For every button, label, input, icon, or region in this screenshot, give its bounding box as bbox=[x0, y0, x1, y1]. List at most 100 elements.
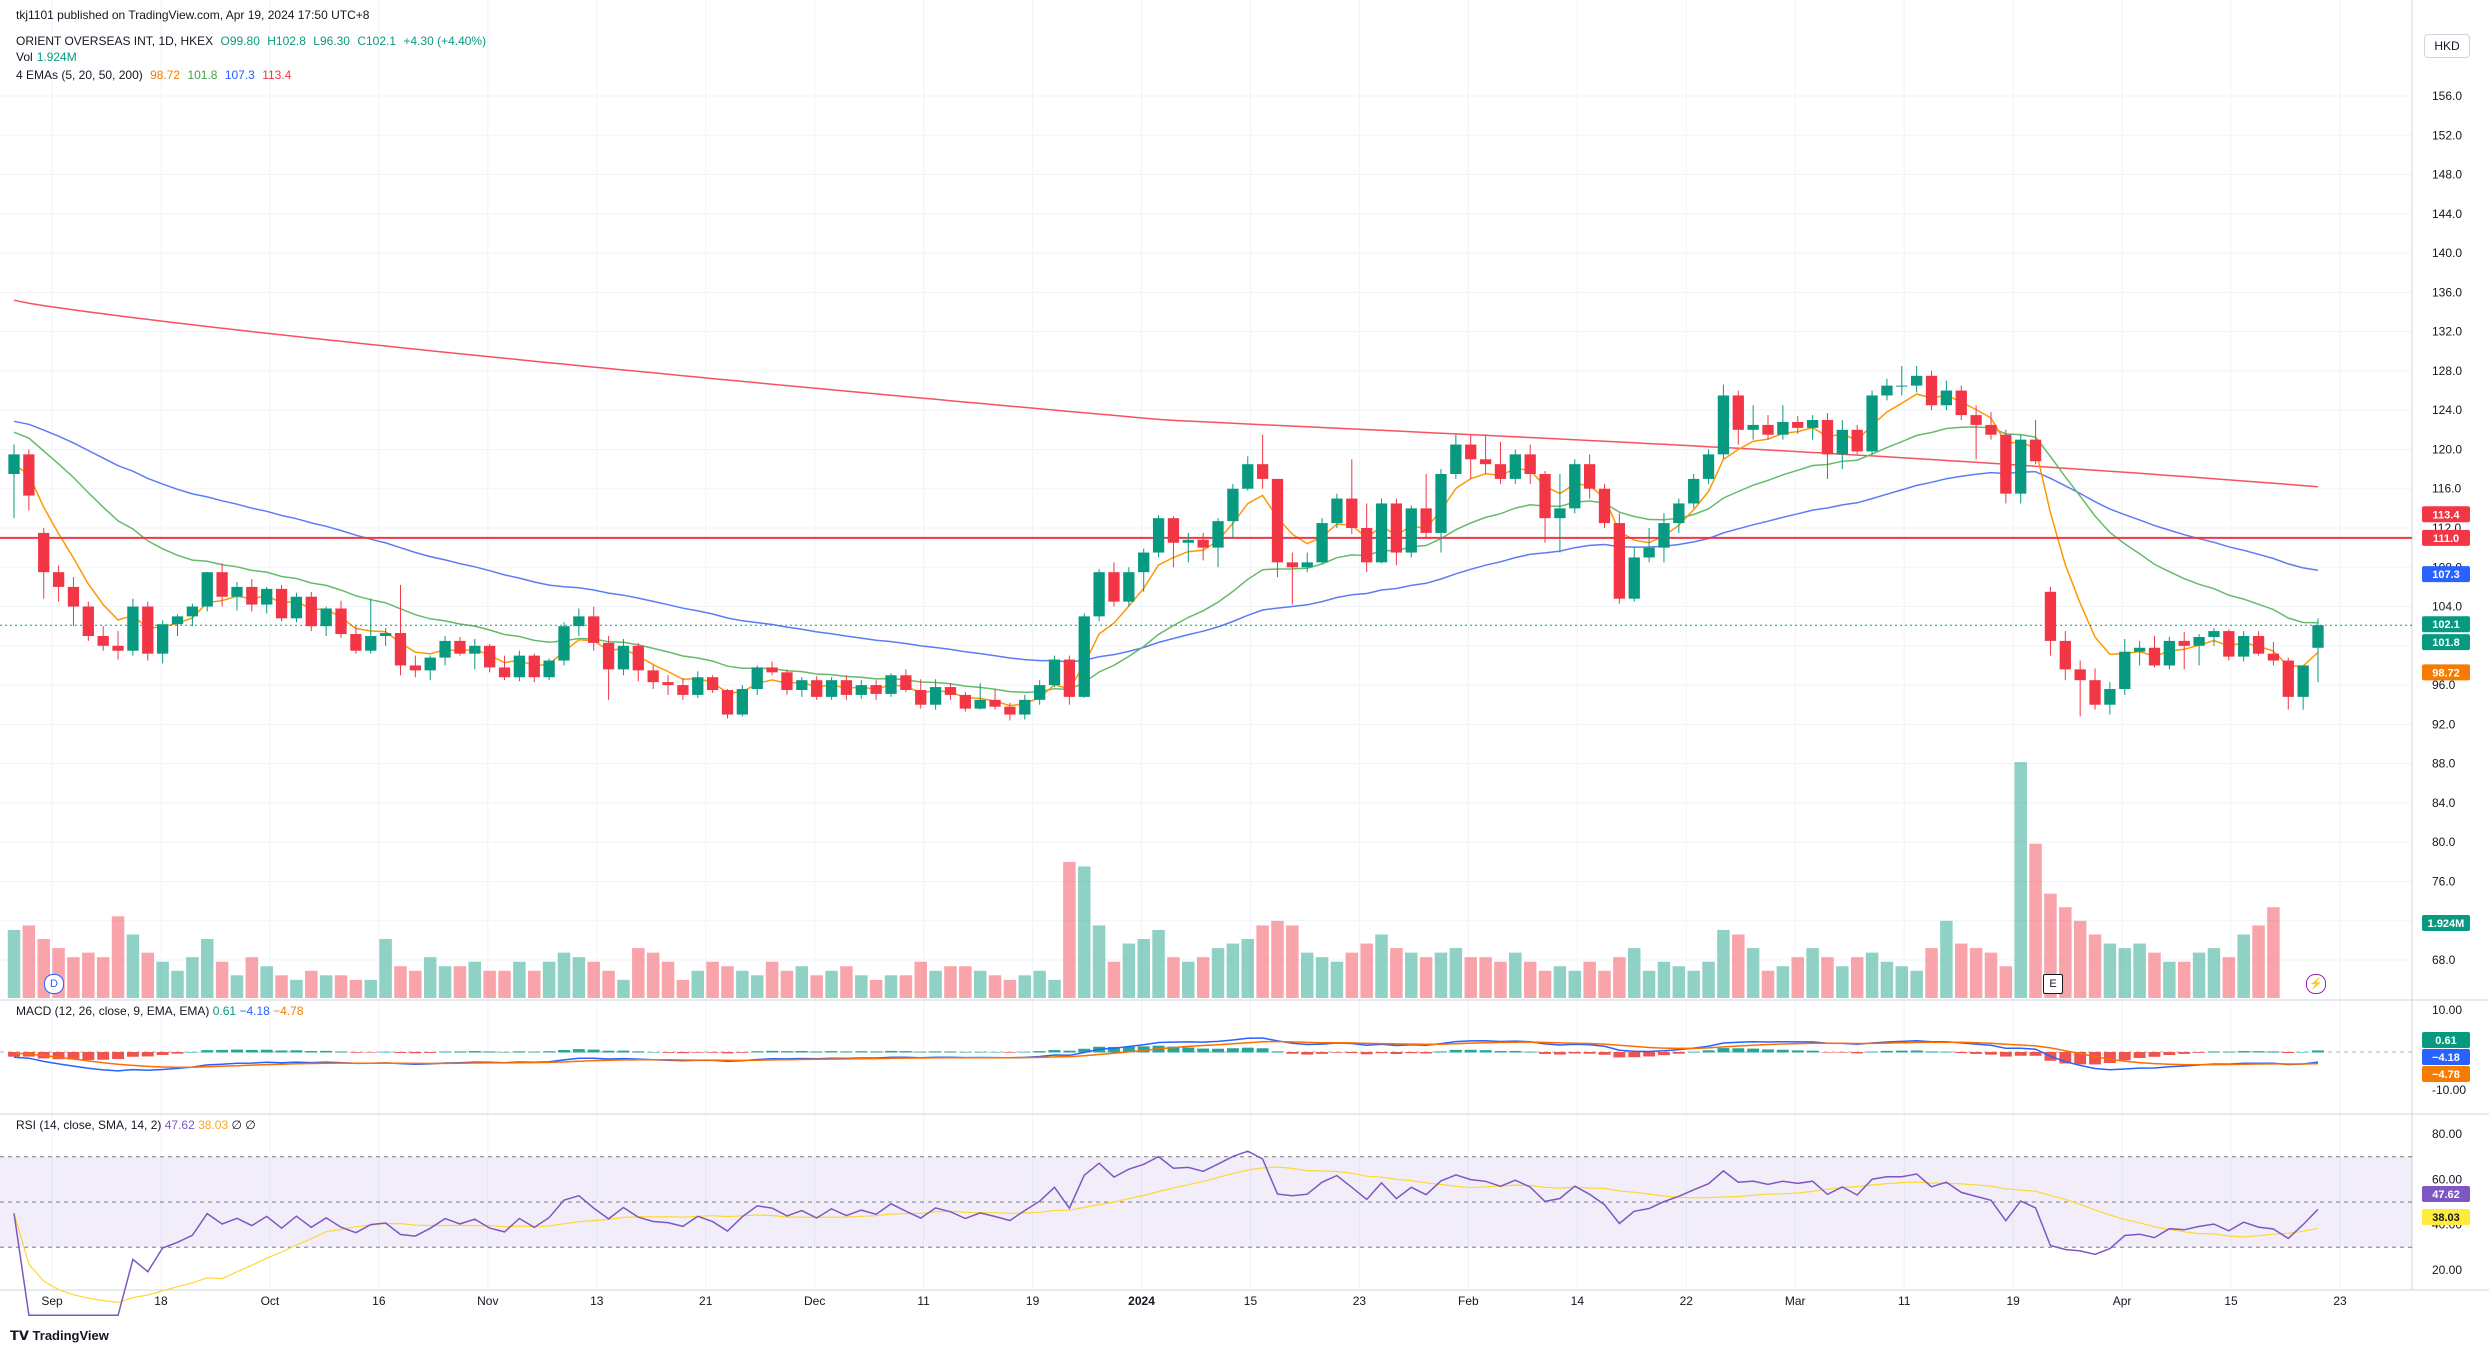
candle-body bbox=[781, 672, 793, 690]
candle-body bbox=[97, 636, 109, 646]
candle-body bbox=[1390, 503, 1403, 553]
ema50-value: 107.3 bbox=[224, 68, 255, 82]
volume-bar bbox=[82, 952, 95, 998]
candle-body bbox=[2029, 439, 2042, 462]
volume-bar bbox=[632, 948, 645, 998]
volume-bar bbox=[691, 970, 705, 998]
time-tick: Sep bbox=[41, 1294, 63, 1308]
badge-macd-hist-bg bbox=[2422, 1032, 2470, 1048]
badge-macd-signal: −4.78 bbox=[2432, 1069, 2460, 1081]
macd-histogram-bar bbox=[8, 1052, 20, 1057]
tradingview-logo[interactable]: 𝗧𝗩 TradingView bbox=[10, 1328, 109, 1343]
candle-body bbox=[2252, 636, 2265, 654]
candle-body bbox=[1242, 464, 1254, 489]
candle-body bbox=[602, 642, 615, 670]
candle-body bbox=[2223, 631, 2235, 657]
macd-histogram-bar bbox=[1197, 1048, 1210, 1053]
candle-body bbox=[469, 645, 481, 654]
volume-bar bbox=[245, 957, 259, 998]
time-tick: Feb bbox=[1458, 1294, 1479, 1308]
macd-histogram-bar bbox=[1048, 1050, 1061, 1053]
volume-bar bbox=[557, 952, 571, 998]
macd-histogram-bar bbox=[1732, 1048, 1745, 1053]
candle-body bbox=[2193, 636, 2205, 646]
candle-body bbox=[2089, 680, 2101, 705]
volume-bar bbox=[1241, 939, 1254, 998]
candle-body bbox=[706, 677, 719, 690]
volume-bar bbox=[394, 966, 407, 998]
candle-body bbox=[1732, 395, 1744, 430]
candle-body bbox=[275, 588, 288, 619]
volume-bar bbox=[275, 975, 288, 998]
volume-bar bbox=[1776, 966, 1790, 998]
macd-histogram-bar bbox=[1985, 1052, 1997, 1055]
time-tick: Mar bbox=[1785, 1294, 1806, 1308]
macd-histogram-bar bbox=[1836, 1052, 1849, 1053]
candle-body bbox=[2267, 653, 2280, 661]
candle-body bbox=[1450, 444, 1462, 474]
candle-body bbox=[2282, 660, 2294, 697]
volume-bar bbox=[1732, 934, 1745, 998]
price-tick: 124.0 bbox=[2432, 403, 2462, 417]
macd-histogram-bar bbox=[409, 1052, 422, 1054]
volume-bar bbox=[1152, 929, 1165, 998]
macd-histogram-bar bbox=[1033, 1051, 1046, 1053]
ohlc-change: +4.30 (+4.40%) bbox=[403, 34, 487, 48]
macd-histogram-bar bbox=[275, 1050, 288, 1053]
volume-bar bbox=[230, 975, 244, 998]
macd-histogram-bar bbox=[1568, 1052, 1581, 1054]
macd-histogram-bar bbox=[97, 1052, 110, 1060]
macd-histogram-bar bbox=[498, 1051, 511, 1053]
candle-body bbox=[662, 682, 674, 686]
candle-body bbox=[1702, 454, 1715, 479]
macd-histogram-bar bbox=[989, 1051, 1002, 1053]
volume-bar bbox=[1271, 920, 1284, 998]
macd-axis-tick: 10.00 bbox=[2432, 1003, 2462, 1017]
dividend-marker-icon[interactable]: D bbox=[44, 974, 64, 994]
candle-body bbox=[320, 608, 332, 627]
volume-bar bbox=[944, 966, 957, 998]
macd-histogram-bar bbox=[929, 1051, 942, 1053]
macd-histogram-bar bbox=[647, 1051, 660, 1053]
ema5-value: 98.72 bbox=[150, 68, 181, 82]
macd-histogram-bar bbox=[201, 1050, 214, 1053]
volume-bar bbox=[1925, 948, 1938, 998]
macd-histogram-bar bbox=[1479, 1050, 1492, 1053]
candle-body bbox=[1346, 498, 1358, 528]
macd-histogram-bar bbox=[2193, 1052, 2206, 1053]
badge-ema200-bg bbox=[2422, 506, 2470, 523]
volume-bar bbox=[290, 979, 303, 998]
time-tick: Dec bbox=[804, 1294, 825, 1308]
macd-histogram-bar bbox=[320, 1050, 333, 1053]
ema20-value: 101.8 bbox=[187, 68, 218, 82]
candle-body bbox=[1613, 523, 1626, 599]
macd-histogram-bar bbox=[766, 1050, 779, 1053]
volume-bar bbox=[1627, 948, 1641, 998]
macd-histogram-bar bbox=[632, 1051, 645, 1053]
candle-body bbox=[1019, 699, 1031, 715]
volume-bar bbox=[1092, 925, 1106, 998]
time-tick: 23 bbox=[1353, 1294, 1367, 1308]
volume-bar bbox=[1969, 948, 1983, 998]
volume-bar bbox=[1419, 957, 1433, 998]
candle-body bbox=[692, 677, 704, 695]
candle-body bbox=[2074, 669, 2086, 681]
price-tick: 104.0 bbox=[2432, 600, 2462, 614]
candle-body bbox=[1138, 552, 1150, 573]
ohlc-low: L96.30 bbox=[313, 34, 350, 48]
lightning-icon[interactable]: ⚡ bbox=[2306, 974, 2326, 994]
candle-body bbox=[632, 645, 644, 671]
earnings-marker-icon[interactable]: E bbox=[2043, 974, 2063, 994]
candle-body bbox=[1465, 444, 1477, 460]
candle-body bbox=[1167, 518, 1180, 543]
macd-histogram-bar bbox=[1122, 1046, 1135, 1053]
volume-bar bbox=[1345, 952, 1359, 998]
time-tick: 18 bbox=[154, 1294, 168, 1308]
currency-button[interactable]: HKD bbox=[2424, 34, 2470, 58]
candle-body bbox=[38, 532, 50, 573]
volume-bar bbox=[319, 975, 333, 998]
candle-body bbox=[1405, 508, 1417, 553]
macd-histogram-bar bbox=[1999, 1052, 2012, 1057]
candle-body bbox=[2208, 631, 2220, 637]
